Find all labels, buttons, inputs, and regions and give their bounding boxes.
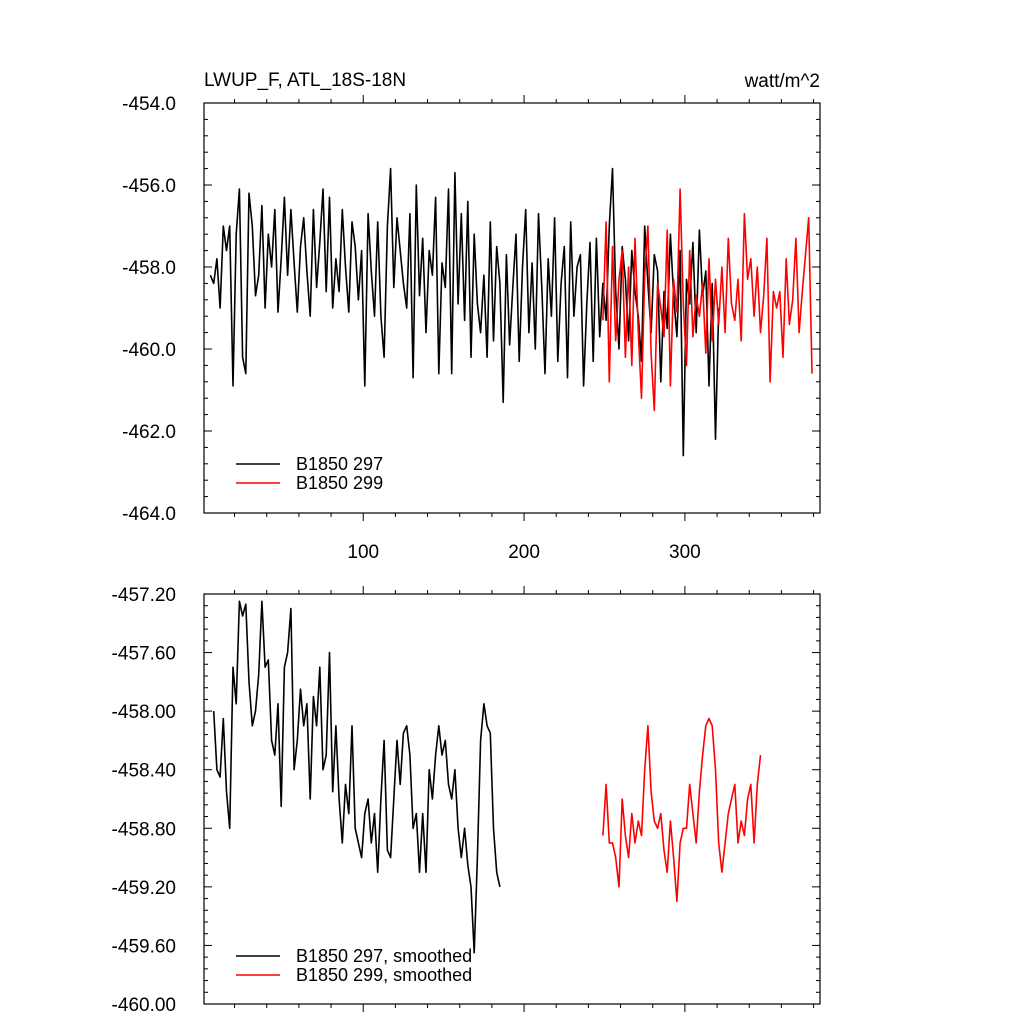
legend-label: B1850 299: [296, 473, 383, 493]
y-tick-label: -458.80: [112, 819, 176, 840]
bottom-series-lines: [212, 600, 762, 954]
bottom-plot-frame: [203, 593, 821, 1005]
y-tick-label: -458.00: [112, 702, 176, 723]
y-tick-label: -460.00: [112, 995, 176, 1016]
units-label: watt/m^2: [744, 71, 820, 92]
y-tick-label: -459.60: [112, 936, 176, 957]
legend-label: B1850 299, smoothed: [296, 965, 472, 985]
y-tick-label: -456.0: [122, 176, 176, 197]
y-tick-label: -464.0: [122, 504, 176, 525]
top-axis-ticks: -454.0 -456.0 -458.0 -460.0 -462.0 -464.0 100 2…: [122, 94, 820, 563]
y-tick-label: -454.0: [122, 94, 176, 115]
top-plot-frame: [203, 102, 821, 514]
y-tick-label: -458.0: [122, 258, 176, 279]
chart-title: LWUP_F, ATL_18S-18N: [204, 70, 406, 91]
series-line-2: [602, 717, 762, 903]
y-tick-label: -462.0: [122, 422, 176, 443]
x-tick-label: 100: [347, 542, 379, 563]
series-line-1: [209, 167, 720, 457]
y-tick-label: -457.20: [112, 585, 176, 606]
series-line-1: [212, 600, 501, 954]
x-tick-label: 300: [669, 542, 701, 563]
y-tick-label: -460.0: [122, 340, 176, 361]
series-line-2: [602, 188, 813, 412]
y-tick-label: -459.20: [112, 878, 176, 899]
bottom-axis-ticks: -457.20 -457.60 -458.00 -458.40 -458.80 -459.…: [112, 585, 820, 1016]
legend-label: B1850 297: [296, 454, 383, 474]
y-tick-label: -458.40: [112, 761, 176, 782]
legend-label: B1850 297, smoothed: [296, 946, 472, 966]
top-series-lines: [209, 167, 813, 457]
x-tick-label: 200: [508, 542, 540, 563]
y-tick-label: -457.60: [112, 644, 176, 665]
